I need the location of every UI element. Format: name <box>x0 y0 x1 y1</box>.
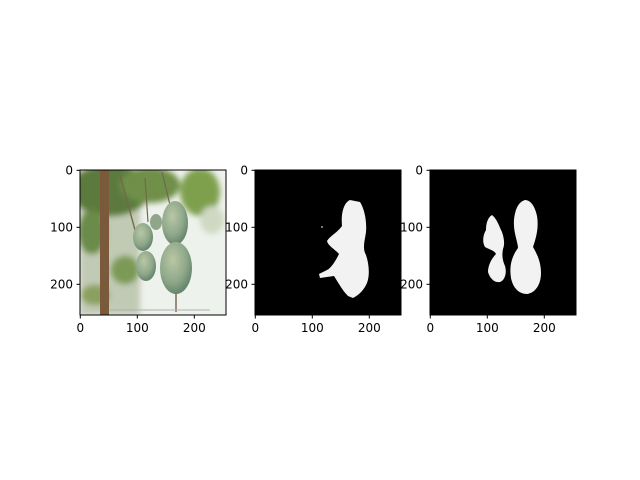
y-tick-label: 200 <box>50 278 73 292</box>
y-tick-label: 200 <box>400 278 423 292</box>
axes-frame-2 <box>254 169 402 316</box>
x-tick-label: 200 <box>358 321 381 335</box>
ground-truth-mask-panel: 0 100 200 0 100 200 <box>400 164 577 335</box>
y-axis-3: 0 100 200 <box>400 164 430 292</box>
x-axis-3: 0 100 200 <box>426 315 556 335</box>
y-axis-2: 0 100 200 <box>225 164 255 292</box>
y-tick-label: 0 <box>240 164 248 178</box>
y-axis-1: 0 100 200 <box>50 164 80 292</box>
x-tick-label: 200 <box>183 321 206 335</box>
x-tick-label: 0 <box>251 321 259 335</box>
x-axis-1: 0 100 200 <box>76 315 206 335</box>
predicted-mask-image <box>255 170 401 315</box>
ground-truth-mask-image <box>430 170 576 315</box>
photo-panel: 0 100 200 0 100 200 <box>50 164 227 335</box>
y-tick-label: 100 <box>225 221 248 235</box>
gourd-photo <box>80 170 226 315</box>
axes-frame-1 <box>79 169 227 316</box>
y-tick-label: 0 <box>415 164 423 178</box>
predicted-mask-panel: 0 100 200 0 100 200 <box>225 164 402 335</box>
x-tick-label: 0 <box>426 321 434 335</box>
x-tick-label: 100 <box>126 321 149 335</box>
y-tick-label: 200 <box>225 278 248 292</box>
x-tick-label: 100 <box>476 321 499 335</box>
axes-frame-3 <box>429 169 577 316</box>
y-tick-label: 100 <box>400 221 423 235</box>
y-tick-label: 100 <box>50 221 73 235</box>
y-tick-label: 0 <box>65 164 73 178</box>
x-tick-label: 100 <box>301 321 324 335</box>
x-axis-2: 0 100 200 <box>251 315 381 335</box>
x-tick-label: 0 <box>76 321 84 335</box>
x-tick-label: 200 <box>533 321 556 335</box>
